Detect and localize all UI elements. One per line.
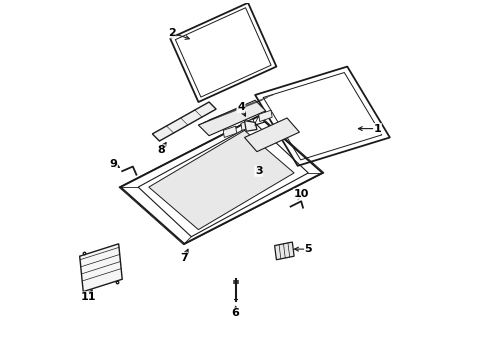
Text: 11: 11 (81, 292, 96, 302)
Text: 4: 4 (237, 102, 244, 112)
Text: 5: 5 (304, 244, 311, 254)
Text: 10: 10 (293, 189, 308, 199)
Polygon shape (274, 242, 293, 260)
Text: 7: 7 (180, 253, 188, 263)
Text: 1: 1 (373, 123, 381, 134)
Text: 6: 6 (231, 308, 239, 318)
Text: 2: 2 (167, 28, 175, 38)
Text: 3: 3 (254, 166, 262, 176)
Polygon shape (244, 118, 299, 152)
Polygon shape (198, 100, 265, 136)
Polygon shape (241, 119, 254, 130)
Polygon shape (148, 130, 293, 230)
Text: 8: 8 (157, 145, 165, 155)
Text: 9: 9 (109, 159, 117, 169)
Polygon shape (244, 121, 256, 131)
Polygon shape (152, 102, 216, 141)
Polygon shape (258, 110, 272, 122)
Polygon shape (80, 244, 122, 292)
Polygon shape (223, 126, 236, 138)
